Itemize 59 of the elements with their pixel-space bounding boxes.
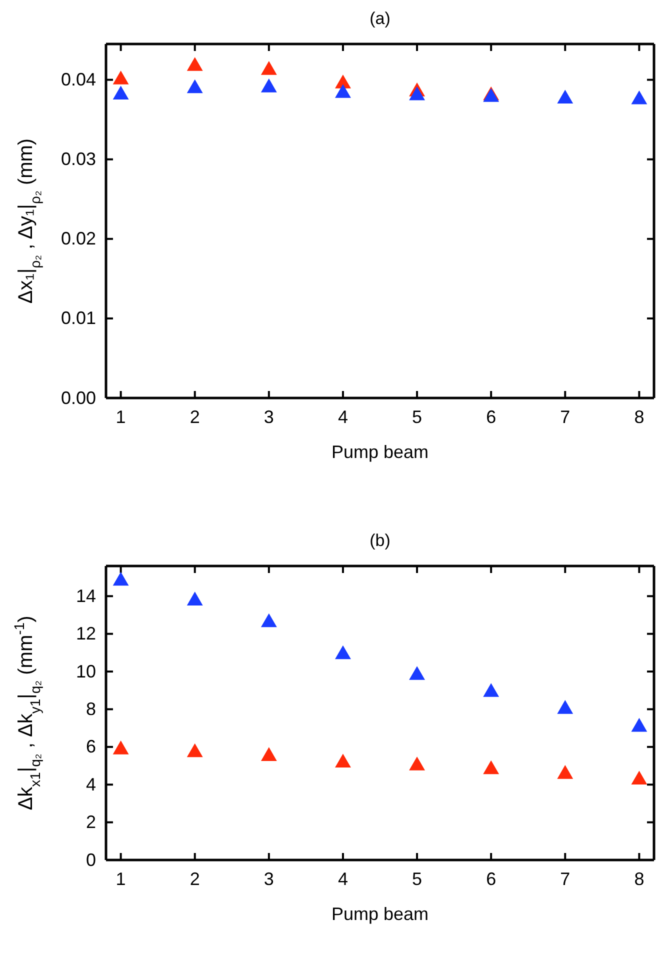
- point: [260, 613, 277, 628]
- point: [631, 770, 648, 785]
- y-tick-label: 10: [76, 661, 96, 682]
- y-tick-label: 14: [76, 586, 96, 606]
- y-tick-label: 0.00: [60, 388, 96, 408]
- x-tick-label: 6: [486, 406, 496, 427]
- point: [631, 718, 648, 732]
- point: [112, 740, 129, 754]
- point: [186, 57, 203, 71]
- x-tick-label: 5: [412, 406, 422, 427]
- point: [112, 70, 129, 84]
- x-tick-label: 5: [412, 868, 422, 889]
- x-tick-label: 1: [116, 406, 126, 427]
- x-tick-label: 3: [264, 868, 274, 889]
- x-tick-label: 1: [116, 868, 126, 889]
- point: [186, 592, 203, 606]
- point: [483, 683, 500, 697]
- point: [409, 86, 425, 100]
- point: [260, 61, 277, 75]
- x-tick-label: 4: [338, 406, 348, 427]
- chart-title: (b): [370, 531, 390, 550]
- y-tick-label: 2: [86, 812, 96, 832]
- point: [335, 645, 351, 660]
- y-tick-label: 0.02: [60, 228, 96, 249]
- y-tick-label: 8: [86, 698, 96, 719]
- point: [483, 760, 500, 774]
- point: [112, 572, 129, 586]
- point: [335, 84, 351, 98]
- point: [557, 90, 574, 104]
- x-tick-label: 7: [560, 868, 570, 889]
- x-tick-label: 2: [190, 868, 200, 889]
- y-tick-label: 0.04: [60, 70, 96, 90]
- x-axis-title: Pump beam: [331, 442, 429, 462]
- x-tick-label: 8: [634, 868, 644, 889]
- x-tick-label: 7: [560, 406, 570, 427]
- point: [112, 86, 129, 100]
- x-tick-label: 6: [486, 868, 496, 889]
- y-tick-label: 4: [86, 774, 96, 794]
- y-tick-label: 12: [76, 624, 96, 644]
- point: [335, 754, 351, 768]
- point: [409, 756, 425, 770]
- x-tick-label: 8: [634, 406, 644, 427]
- point: [409, 666, 425, 680]
- x-axis-title: Pump beam: [331, 904, 429, 924]
- y-tick-label: 0: [86, 850, 96, 870]
- y-tick-label: 0.01: [60, 308, 96, 328]
- point: [631, 90, 648, 104]
- point: [260, 78, 277, 92]
- y-tick-label: 6: [86, 736, 96, 757]
- point: [186, 79, 203, 94]
- y-tick-label: 0.03: [60, 149, 96, 170]
- point: [557, 765, 574, 779]
- x-tick-label: 2: [190, 406, 200, 427]
- x-tick-label: 4: [338, 868, 348, 889]
- x-tick-label: 3: [264, 406, 274, 427]
- point: [557, 700, 574, 714]
- point: [186, 743, 203, 758]
- chart-title: (a): [370, 9, 390, 28]
- point: [260, 747, 277, 761]
